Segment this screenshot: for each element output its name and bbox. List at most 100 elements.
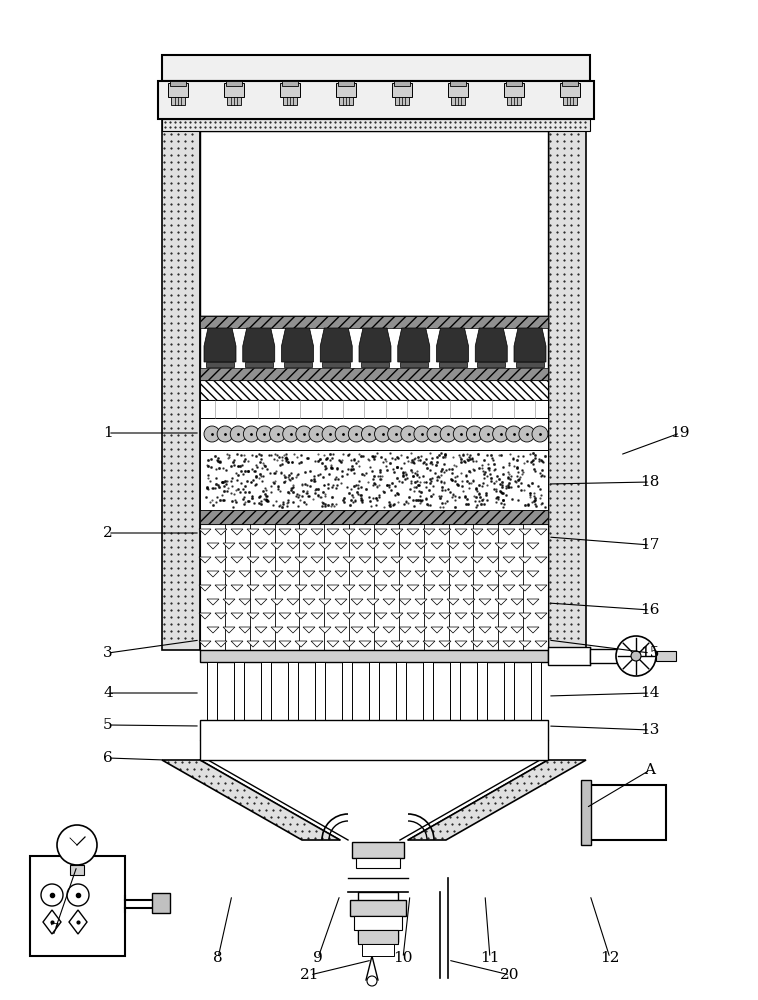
Polygon shape xyxy=(231,557,243,563)
Circle shape xyxy=(616,636,656,676)
Bar xyxy=(158,81,594,119)
Circle shape xyxy=(322,426,338,442)
Polygon shape xyxy=(391,585,403,591)
Polygon shape xyxy=(279,585,291,591)
Polygon shape xyxy=(503,529,515,535)
Polygon shape xyxy=(69,910,87,934)
Polygon shape xyxy=(199,613,211,619)
Bar xyxy=(392,83,412,97)
Bar xyxy=(206,362,234,367)
Bar xyxy=(358,892,398,942)
Polygon shape xyxy=(471,557,483,563)
Polygon shape xyxy=(439,585,451,591)
Polygon shape xyxy=(511,571,523,577)
Polygon shape xyxy=(463,627,475,633)
Polygon shape xyxy=(311,529,323,535)
Polygon shape xyxy=(511,627,523,633)
Bar xyxy=(70,865,84,875)
Circle shape xyxy=(296,426,312,442)
Text: 20: 20 xyxy=(500,968,520,982)
Circle shape xyxy=(243,426,259,442)
Polygon shape xyxy=(431,627,443,633)
Circle shape xyxy=(387,426,404,442)
Polygon shape xyxy=(271,543,283,549)
Polygon shape xyxy=(207,571,219,577)
Bar xyxy=(227,97,241,105)
Polygon shape xyxy=(437,328,468,362)
Circle shape xyxy=(283,426,299,442)
Polygon shape xyxy=(239,627,251,633)
Polygon shape xyxy=(199,529,211,535)
Polygon shape xyxy=(223,543,235,549)
Bar xyxy=(438,362,466,367)
Polygon shape xyxy=(423,613,435,619)
Polygon shape xyxy=(311,557,323,563)
Polygon shape xyxy=(359,328,391,362)
Text: 9: 9 xyxy=(313,951,323,965)
Bar xyxy=(200,131,548,316)
Polygon shape xyxy=(231,641,243,647)
Polygon shape xyxy=(319,543,331,549)
Polygon shape xyxy=(519,557,531,563)
Bar xyxy=(354,916,402,930)
Polygon shape xyxy=(455,557,467,563)
Polygon shape xyxy=(519,585,531,591)
Polygon shape xyxy=(447,571,459,577)
Bar xyxy=(226,81,242,86)
Bar xyxy=(560,83,580,97)
Polygon shape xyxy=(391,613,403,619)
Polygon shape xyxy=(287,543,299,549)
Bar xyxy=(369,662,379,720)
Polygon shape xyxy=(231,585,243,591)
Bar xyxy=(200,418,548,450)
Text: 15: 15 xyxy=(641,646,659,660)
Bar xyxy=(531,662,541,720)
Polygon shape xyxy=(359,529,371,535)
Polygon shape xyxy=(375,557,387,563)
Bar xyxy=(506,81,522,86)
Polygon shape xyxy=(407,557,419,563)
Bar xyxy=(280,83,300,97)
Bar xyxy=(288,662,298,720)
Bar xyxy=(336,83,356,97)
Circle shape xyxy=(309,426,325,442)
Polygon shape xyxy=(263,641,275,647)
Polygon shape xyxy=(391,529,403,535)
Polygon shape xyxy=(471,529,483,535)
Polygon shape xyxy=(303,599,315,605)
Polygon shape xyxy=(351,571,363,577)
Bar xyxy=(396,662,406,720)
Polygon shape xyxy=(287,627,299,633)
Polygon shape xyxy=(487,529,499,535)
Polygon shape xyxy=(311,641,323,647)
Bar xyxy=(162,55,590,81)
Polygon shape xyxy=(215,613,227,619)
Polygon shape xyxy=(423,641,435,647)
Bar xyxy=(516,362,544,367)
Polygon shape xyxy=(375,585,387,591)
Polygon shape xyxy=(303,543,315,549)
Bar xyxy=(200,316,548,380)
Circle shape xyxy=(362,426,377,442)
Polygon shape xyxy=(479,627,491,633)
Polygon shape xyxy=(479,543,491,549)
Circle shape xyxy=(453,426,469,442)
Polygon shape xyxy=(351,599,363,605)
Polygon shape xyxy=(455,613,467,619)
Polygon shape xyxy=(447,627,459,633)
Text: 2: 2 xyxy=(103,526,113,540)
Polygon shape xyxy=(271,627,283,633)
Circle shape xyxy=(631,651,641,661)
Polygon shape xyxy=(431,571,443,577)
Bar xyxy=(507,97,521,105)
Polygon shape xyxy=(359,641,371,647)
Polygon shape xyxy=(223,627,235,633)
Circle shape xyxy=(367,976,377,986)
Polygon shape xyxy=(399,543,411,549)
Polygon shape xyxy=(327,557,339,563)
Polygon shape xyxy=(503,613,515,619)
Polygon shape xyxy=(343,613,355,619)
Polygon shape xyxy=(239,571,251,577)
Bar xyxy=(339,97,353,105)
Polygon shape xyxy=(247,585,259,591)
